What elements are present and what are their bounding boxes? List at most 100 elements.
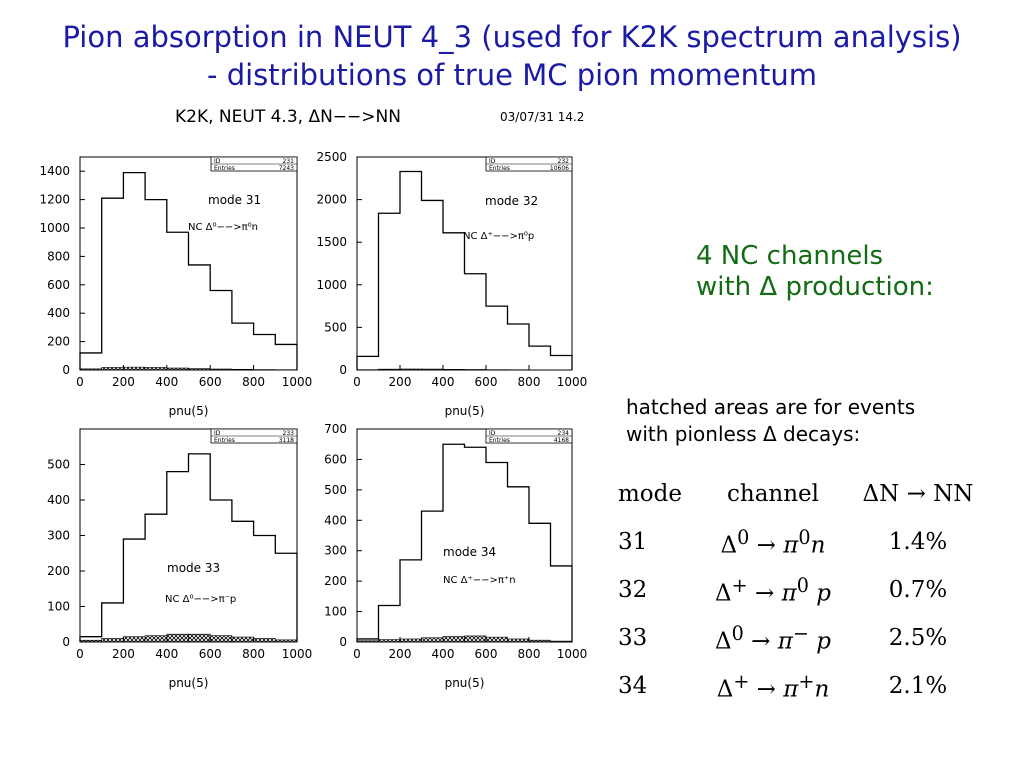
- x-axis-label: pnu(5): [445, 676, 485, 690]
- mode-label: mode 32: [485, 194, 538, 208]
- y-tick-label: 600: [324, 452, 347, 466]
- hatched-bin: [378, 639, 401, 643]
- hatched-bin: [421, 368, 444, 371]
- histogram-series: [79, 171, 298, 370]
- y-tick-label: 300: [47, 529, 70, 543]
- y-tick-label: 1500: [316, 235, 347, 249]
- row-rate: 1.4%: [888, 529, 948, 555]
- hatched-bin: [399, 368, 422, 371]
- y-tick-label: 200: [47, 335, 70, 349]
- x-tick-label: 600: [475, 647, 498, 661]
- hatched-bin: [550, 640, 573, 643]
- hatched-bin: [378, 368, 401, 371]
- row-rate: 0.7%: [888, 577, 948, 603]
- row-mode: 34: [618, 673, 648, 699]
- hatched-bin: [166, 367, 189, 371]
- hatched-bin: [507, 638, 530, 643]
- stats-id-label: ID: [214, 158, 221, 165]
- header-mode: mode: [618, 481, 682, 507]
- channel-label: NC Δ⁺−−>π⁺n: [443, 575, 516, 586]
- x-axis-label: pnu(5): [445, 404, 485, 418]
- mode-label: mode 34: [443, 545, 496, 559]
- hatched-bin: [231, 636, 254, 643]
- hatched-bin: [188, 633, 211, 643]
- stats-entries-label: Entries: [214, 165, 235, 172]
- stats-entries-value: 7243: [279, 165, 294, 172]
- x-axis-label: pnu(5): [169, 404, 209, 418]
- hatched-bin: [188, 368, 211, 371]
- x-tick-label: 0: [76, 375, 84, 389]
- channel-label: NC Δ⁰−−>π⁻p: [165, 594, 236, 605]
- x-tick-label: 200: [389, 375, 412, 389]
- row-mode: 32: [618, 577, 648, 603]
- slide-title-line2: - distributions of true MC pion momentum: [207, 58, 817, 92]
- stats-id-value: 231: [283, 158, 295, 165]
- x-tick-label: 800: [518, 647, 541, 661]
- table-row: 34 Δ+ → π+n 2.1%: [614, 662, 988, 710]
- stats-entries-value: 4168: [554, 437, 569, 444]
- y-tick-label: 0: [62, 363, 70, 377]
- y-tick-label: 500: [324, 483, 347, 497]
- plot-frame: [356, 428, 573, 643]
- row-channel: Δ+ → π+n: [716, 669, 830, 703]
- stats-id-label: ID: [214, 430, 221, 437]
- header-channel: channel: [727, 481, 819, 507]
- row-channel: Δ+ → π0 p: [715, 573, 831, 607]
- x-tick-label: 200: [112, 647, 135, 661]
- x-tick-label: 800: [242, 375, 265, 389]
- y-tick-label: 500: [324, 320, 347, 334]
- hatched-bin: [144, 635, 168, 643]
- stats-id-value: 234: [558, 430, 570, 437]
- y-tick-label: 400: [324, 513, 347, 527]
- hatched-bin: [166, 633, 189, 643]
- header-rate: ΔN → NN: [862, 481, 974, 507]
- hatched-bin: [485, 636, 508, 643]
- hatched-bin: [123, 366, 146, 371]
- y-tick-label: 1000: [39, 221, 70, 235]
- x-tick-label: 1000: [557, 647, 588, 661]
- x-tick-label: 400: [155, 375, 178, 389]
- x-tick-label: 1000: [557, 375, 588, 389]
- y-tick-label: 200: [324, 574, 347, 588]
- y-tick-label: 100: [324, 605, 347, 619]
- mode-label: mode 31: [208, 193, 261, 207]
- y-tick-label: 600: [47, 278, 70, 292]
- hatched-bin: [253, 638, 276, 643]
- y-tick-label: 2000: [316, 193, 347, 207]
- stats-entries-value: 3118: [279, 437, 294, 444]
- plot-header-date: 03/07/31 14.2: [500, 110, 585, 124]
- stats-id-label: ID: [489, 158, 496, 165]
- x-tick-label: 1000: [282, 647, 313, 661]
- x-tick-label: 200: [389, 647, 412, 661]
- x-tick-label: 600: [199, 375, 222, 389]
- y-tick-label: 0: [62, 635, 70, 649]
- histogram-series: [79, 453, 298, 642]
- row-rate: 2.5%: [888, 625, 948, 651]
- row-channel: Δ0 → π0n: [720, 525, 826, 559]
- hatched-bin: [144, 367, 168, 371]
- mode-label: mode 33: [167, 561, 220, 575]
- hatched-bin: [123, 636, 146, 643]
- hatched-note-line2: with pionless Δ decays:: [626, 422, 861, 446]
- hatched-bin: [101, 638, 124, 643]
- hatched-bin: [231, 368, 254, 371]
- stats-entries-value: 10606: [550, 165, 569, 172]
- hatched-bin: [421, 637, 444, 643]
- histogram-series: [356, 443, 573, 642]
- x-tick-label: 1000: [282, 375, 313, 389]
- table-row: 31 Δ0 → π0n 1.4%: [614, 518, 988, 566]
- nc-channels-line2: with Δ production:: [696, 272, 934, 302]
- stats-id-value: 232: [558, 158, 570, 165]
- absorption-rate-table: mode channel ΔN → NN 31 Δ0 → π0n 1.4% 32…: [614, 470, 988, 710]
- table-header-row: mode channel ΔN → NN: [614, 470, 988, 518]
- x-tick-label: 400: [155, 647, 178, 661]
- y-tick-label: 700: [324, 422, 347, 436]
- y-tick-label: 0: [339, 635, 347, 649]
- y-tick-label: 200: [47, 564, 70, 578]
- x-tick-label: 800: [242, 647, 265, 661]
- x-tick-label: 400: [432, 375, 455, 389]
- plot-header-label: K2K, NEUT 4.3, ΔN−−>NN: [175, 107, 401, 127]
- y-tick-label: 1000: [316, 278, 347, 292]
- y-tick-label: 0: [339, 363, 347, 377]
